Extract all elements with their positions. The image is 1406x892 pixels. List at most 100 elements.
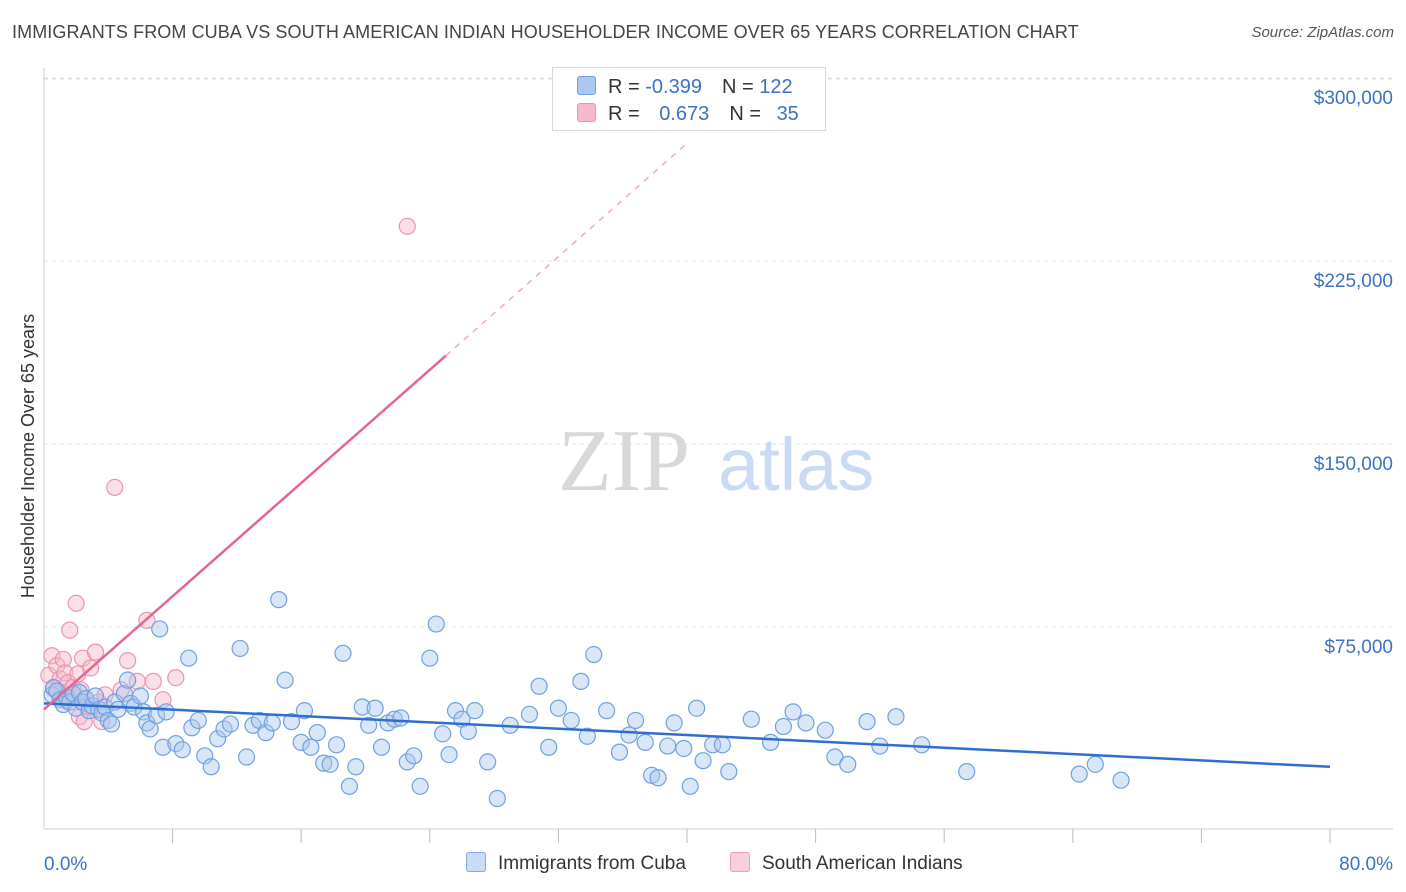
point-cuba-86 <box>540 738 558 756</box>
point-cuba-112 <box>797 714 815 732</box>
point-cuba-56 <box>308 724 326 742</box>
point-cuba-98 <box>649 769 667 787</box>
y-axis-label: Householder Income Over 65 years <box>18 314 38 598</box>
point-cuba-31 <box>151 620 169 638</box>
n-value-sai: 35 <box>776 103 799 125</box>
point-sai-22 <box>86 643 105 661</box>
blue-series-points <box>43 591 1130 808</box>
point-cuba-110 <box>774 717 793 736</box>
y-tick-label-0: $75,000 <box>1324 637 1393 658</box>
source-label: Source: ZipAtlas.com <box>1251 24 1394 41</box>
point-cuba-66 <box>372 738 391 756</box>
point-cuba-113 <box>816 721 834 739</box>
point-sai-7 <box>56 664 74 682</box>
watermark-atlas: atlas <box>718 423 874 506</box>
point-cuba-55 <box>302 738 320 756</box>
point-cuba-19 <box>102 715 121 733</box>
point-cuba-34 <box>167 734 185 753</box>
point-cuba-116 <box>858 713 876 731</box>
x-tick-label-max: 80.0% <box>1339 854 1393 875</box>
point-cuba-72 <box>411 777 429 795</box>
point-cuba-96 <box>636 733 654 751</box>
point-cuba-71 <box>405 747 423 765</box>
y-tick-label-1: $150,000 <box>1314 454 1393 475</box>
point-cuba-50 <box>270 591 288 609</box>
point-cuba-123 <box>1112 771 1130 789</box>
point-cuba-82 <box>488 789 506 808</box>
pink-series-points <box>40 217 416 731</box>
legend-label-sai: South American Indians <box>762 853 963 874</box>
axes <box>43 68 1393 843</box>
point-cuba-99 <box>659 737 677 755</box>
point-cuba-40 <box>202 758 220 776</box>
point-cuba-39 <box>196 747 214 765</box>
trend-line-cuba <box>43 702 1331 769</box>
point-cuba-101 <box>675 739 693 758</box>
point-cuba-119 <box>913 736 931 754</box>
point-cuba-51 <box>276 671 294 689</box>
point-cuba-121 <box>1070 765 1088 783</box>
point-cuba-53 <box>292 733 310 751</box>
y-tick-label-2: $225,000 <box>1314 271 1393 292</box>
point-cuba-80 <box>466 702 484 720</box>
point-cuba-75 <box>434 725 452 743</box>
point-cuba-74 <box>427 615 445 633</box>
legend-label-cuba: Immigrants from Cuba <box>498 853 686 874</box>
legend-row-sai: R = 0.673 N = 35 <box>577 103 799 127</box>
x-tick-label-min: 0.0% <box>44 854 87 875</box>
point-sai-1 <box>43 647 61 665</box>
n-value-cuba: 122 <box>759 76 793 98</box>
point-cuba-58 <box>321 755 339 773</box>
point-cuba-73 <box>421 649 439 667</box>
point-cuba-85 <box>530 677 548 695</box>
point-cuba-88 <box>562 711 580 730</box>
point-cuba-114 <box>826 748 844 766</box>
point-cuba-108 <box>742 710 760 728</box>
point-sai-28 <box>118 652 137 670</box>
point-cuba-43 <box>221 715 240 733</box>
point-cuba-102 <box>681 777 699 795</box>
point-cuba-30 <box>147 706 166 725</box>
point-cuba-60 <box>334 644 352 662</box>
point-cuba-70 <box>398 753 416 771</box>
legend-row-cuba: R = -0.399 N = 122 <box>577 76 793 100</box>
tick-labels: $75,000 $150,000 $225,000 $300,000 0.0% 80.0% <box>44 88 1393 875</box>
point-cuba-100 <box>665 714 683 732</box>
point-cuba-81 <box>479 753 497 771</box>
point-cuba-14 <box>86 687 105 705</box>
point-cuba-32 <box>154 738 172 756</box>
point-sai-34 <box>398 217 416 235</box>
point-cuba-33 <box>157 703 175 721</box>
point-cuba-122 <box>1086 755 1104 773</box>
point-cuba-76 <box>440 745 458 764</box>
point-cuba-26 <box>131 687 150 705</box>
point-sai-10 <box>61 621 79 639</box>
point-sai-13 <box>67 594 85 612</box>
point-cuba-61 <box>340 777 359 795</box>
point-cuba-77 <box>446 702 465 720</box>
point-cuba-63 <box>353 698 371 716</box>
point-cuba-9 <box>70 683 88 701</box>
point-cuba-90 <box>578 727 596 745</box>
point-cuba-57 <box>315 754 333 772</box>
point-cuba-49 <box>263 714 281 732</box>
point-cuba-87 <box>549 699 568 717</box>
point-cuba-106 <box>713 736 731 754</box>
bottom-legend-sai[interactable]: South American Indians <box>730 852 963 875</box>
r-value-sai: 0.673 <box>659 103 710 125</box>
trend-line-sai <box>43 354 447 711</box>
grid-lines <box>44 77 1393 628</box>
r-value-cuba: -0.399 <box>645 76 702 98</box>
point-sai-31 <box>144 672 162 690</box>
trend-lines <box>43 142 1331 769</box>
legend-swatch-pink <box>577 103 596 122</box>
bottom-legend-cuba[interactable]: Immigrants from Cuba <box>466 852 686 875</box>
point-cuba-107 <box>720 763 738 781</box>
point-cuba-62 <box>347 758 365 776</box>
correlation-legend: R = -0.399 N = 122 R = 0.673 N = 35 <box>552 67 826 131</box>
point-cuba-120 <box>958 763 976 781</box>
point-cuba-23 <box>118 671 137 689</box>
point-cuba-94 <box>620 726 638 744</box>
point-cuba-118 <box>887 708 905 726</box>
point-cuba-36 <box>180 649 198 667</box>
